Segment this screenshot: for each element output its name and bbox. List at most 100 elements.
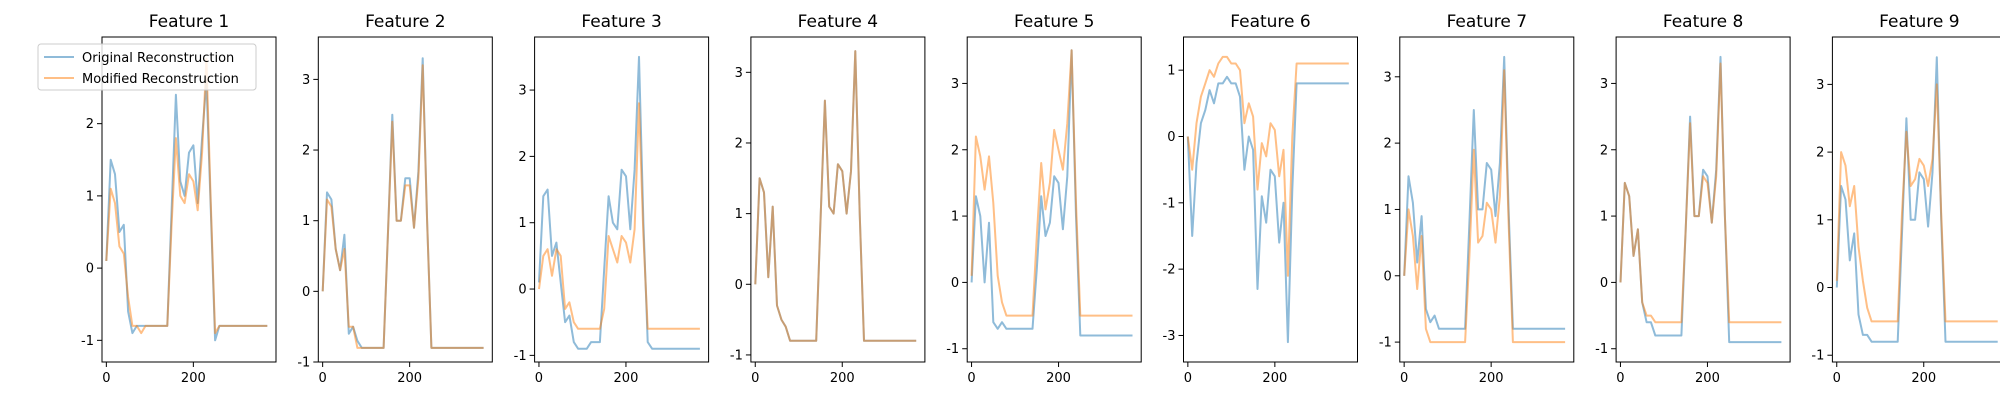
y-tick-label: -1 [81, 334, 94, 349]
x-tick-label: 0 [1833, 371, 1841, 386]
legend-box [37, 43, 257, 91]
y-tick-label: 2 [302, 144, 310, 159]
panel-9: -1 0 1 2 3 0 200 Feature 9 [1811, 12, 2000, 386]
x-tick-label: 200 [614, 371, 639, 386]
axes-frame [1183, 36, 1358, 363]
y-tick-label: -1 [1811, 349, 1824, 364]
y-tick-label: 3 [518, 84, 526, 99]
panel-1: -1 0 1 2 0 200 Feature 1 [81, 12, 277, 386]
series-line-original [1403, 55, 1566, 330]
y-tick-label: -1 [514, 349, 527, 364]
legend: Original Reconstruction Modified Reconstr… [37, 43, 257, 91]
y-tick-label: 0 [1167, 130, 1175, 145]
axes-frame [750, 36, 926, 363]
panel-title: Feature 6 [1230, 12, 1310, 32]
y-tick-label: 1 [1816, 213, 1824, 228]
x-tick-label: 200 [1911, 371, 1936, 386]
y-tick-label: 2 [1600, 143, 1608, 158]
x-tick-label: 200 [1046, 371, 1071, 386]
axes-frame [101, 36, 277, 363]
panel-2: -1 0 1 2 3 0 200 Feature 2 [297, 12, 493, 386]
series-line-modified [1835, 83, 1998, 323]
series-line-modified [1186, 55, 1349, 277]
y-tick-label: 1 [302, 214, 310, 229]
y-tick-label: 0 [1384, 269, 1392, 284]
y-tick-label: 2 [518, 150, 526, 165]
y-tick-label: 3 [1816, 78, 1824, 93]
panel-4: -1 0 1 2 3 0 200 Feature 4 [730, 12, 926, 386]
x-tick-label: 0 [751, 371, 759, 386]
axes-frame [317, 36, 493, 363]
y-tick-label: 3 [1600, 77, 1608, 92]
y-tick-label: 1 [86, 189, 94, 204]
x-tick-label: 0 [967, 371, 975, 386]
series-line-modified [105, 57, 268, 335]
series-line-original [1186, 75, 1349, 344]
y-tick-label: -1 [730, 348, 743, 363]
panel-title: Feature 5 [1014, 12, 1094, 32]
x-tick-label: 0 [535, 371, 543, 386]
panel-8: -1 0 1 2 3 0 200 Feature 8 [1595, 12, 1791, 386]
y-tick-label: -1 [1595, 342, 1608, 357]
series-line-modified [970, 49, 1133, 317]
y-tick-label: 2 [1384, 137, 1392, 152]
series-line-modified [1403, 69, 1566, 344]
panel-title: Feature 7 [1447, 12, 1527, 32]
series-line-original [970, 49, 1133, 337]
series-line-modified [538, 102, 700, 330]
panel-5: -1 0 1 2 3 0 200 Feature 5 [946, 12, 1142, 386]
x-tick-label: 200 [1695, 371, 1720, 386]
legend-label-modified: Modified Reconstruction [82, 72, 239, 87]
axes-frame [1399, 36, 1575, 363]
y-tick-label: 3 [1384, 70, 1392, 85]
x-tick-label: 0 [1184, 371, 1192, 386]
y-tick-label: -1 [946, 342, 959, 357]
panel-title: Feature 2 [365, 12, 445, 32]
y-tick-label: -1 [297, 356, 310, 371]
series-line-original [1835, 56, 1998, 343]
y-tick-label: 0 [86, 262, 94, 277]
axes-frame [1831, 36, 2000, 363]
series-line-modified [754, 50, 917, 342]
series-line-original [538, 55, 700, 350]
x-tick-label: 200 [830, 371, 855, 386]
y-tick-label: 3 [735, 66, 743, 81]
x-tick-label: 200 [1479, 371, 1504, 386]
panel-title: Feature 8 [1663, 12, 1743, 32]
y-tick-label: 3 [302, 73, 310, 88]
y-tick-label: 0 [1600, 276, 1608, 291]
y-tick-label: 0 [1816, 281, 1824, 296]
axes-frame [534, 36, 710, 363]
y-tick-label: -1 [1163, 196, 1176, 211]
y-tick-label: 2 [951, 143, 959, 158]
y-tick-label: 0 [518, 283, 526, 298]
legend-label-original: Original Reconstruction [82, 51, 234, 66]
y-tick-label: -2 [1163, 263, 1176, 278]
y-tick-label: 2 [1816, 146, 1824, 161]
x-tick-label: 200 [181, 371, 206, 386]
axes-frame [966, 36, 1142, 363]
panel-7: -1 0 1 2 3 0 200 Feature 7 [1379, 12, 1575, 386]
axes-frame [1615, 36, 1791, 363]
y-tick-label: 1 [1167, 64, 1175, 79]
x-tick-label: 0 [319, 371, 327, 386]
y-tick-label: 2 [86, 117, 94, 132]
y-tick-label: 0 [951, 276, 959, 291]
y-tick-label: 1 [518, 216, 526, 231]
y-tick-label: 1 [951, 210, 959, 225]
panel-6: -3 -2 -1 0 1 0 200 Feature 6 [1163, 12, 1358, 386]
series-line-modified [321, 64, 484, 349]
x-tick-label: 0 [1616, 371, 1624, 386]
panel-title: Feature 9 [1879, 12, 1959, 32]
y-tick-label: 1 [735, 207, 743, 222]
x-tick-label: 200 [397, 371, 422, 386]
y-tick-label: -1 [1379, 336, 1392, 351]
x-tick-label: 0 [1400, 371, 1408, 386]
y-tick-label: 2 [735, 136, 743, 151]
y-tick-label: 0 [735, 278, 743, 293]
panel-title: Feature 1 [149, 12, 229, 32]
x-tick-label: 200 [1262, 371, 1287, 386]
series-line-original [105, 79, 268, 342]
